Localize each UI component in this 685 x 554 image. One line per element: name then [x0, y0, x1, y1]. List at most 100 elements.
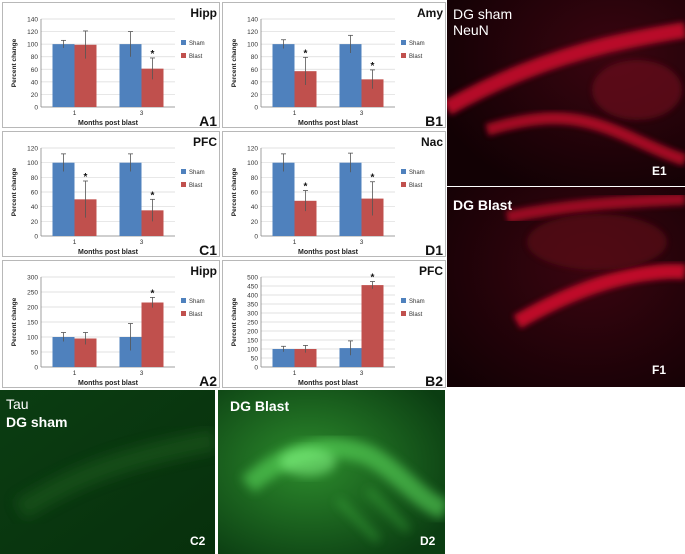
y-tick-label: 0	[254, 105, 258, 112]
bar-sham	[52, 44, 75, 107]
legend-label-blast: Blast	[409, 54, 423, 60]
y-tick-label: 140	[247, 17, 258, 24]
significance-star: *	[151, 49, 155, 60]
x-tick-label: 1	[293, 370, 297, 377]
x-tick-label: 3	[360, 110, 364, 117]
y-axis-label: Percent change	[231, 167, 238, 216]
bar-blast	[361, 198, 384, 236]
micrograph-label-line1: DG Blast	[453, 197, 513, 213]
legend-swatch-blast	[181, 311, 186, 316]
x-tick-label: 1	[293, 110, 297, 117]
bar-blast	[361, 79, 384, 107]
significance-star: *	[371, 173, 375, 184]
chart-panel-A1: 0 20 40 60 80 100 120 140 Percent change 1 * 3 Month…	[2, 2, 220, 128]
y-tick-label: 20	[251, 219, 259, 226]
y-tick-label: 100	[247, 160, 258, 167]
significance-star: *	[304, 182, 308, 193]
y-tick-label: 120	[27, 29, 38, 36]
chart-title: Hipp	[190, 6, 217, 20]
legend-swatch-sham	[181, 40, 186, 45]
x-tick-label: 3	[140, 370, 144, 377]
legend-label-sham: Sham	[409, 41, 425, 47]
micrograph-label-line2: DG sham	[6, 414, 68, 430]
neun-stain-image	[447, 187, 685, 387]
panel-tag: C2	[190, 534, 206, 548]
bar-sham	[272, 44, 295, 107]
y-tick-label: 80	[31, 175, 39, 182]
micrograph-label-line1: DG sham	[453, 6, 513, 22]
y-tick-label: 40	[251, 79, 259, 86]
x-axis-label: Months post blast	[78, 120, 139, 127]
legend-label-sham: Sham	[189, 170, 205, 176]
y-tick-label: 300	[247, 311, 258, 318]
y-tick-label: 500	[247, 275, 258, 282]
y-tick-label: 150	[27, 320, 38, 327]
chart-panel-B1: 0 20 40 60 80 100 120 140 Percent change * 1 * 3 Mont…	[222, 2, 446, 128]
panel-tag: B1	[425, 113, 443, 128]
y-tick-label: 200	[247, 329, 258, 336]
x-axis-label: Months post blast	[298, 249, 359, 256]
tau-stain-image	[0, 390, 215, 554]
y-tick-label: 120	[247, 146, 258, 153]
bar-blast	[141, 68, 164, 107]
panel-tag: B2	[425, 373, 443, 388]
x-tick-label: 1	[73, 110, 77, 117]
y-tick-label: 20	[31, 92, 39, 99]
neun-stain-image	[447, 0, 685, 186]
legend-swatch-sham	[181, 169, 186, 174]
y-tick-label: 140	[27, 17, 38, 24]
y-tick-label: 50	[251, 356, 259, 363]
micrograph-label-line1: Tau	[6, 396, 29, 412]
legend-label-blast: Blast	[409, 183, 423, 189]
panel-tag: D2	[420, 534, 436, 548]
chart-title: PFC	[193, 135, 217, 149]
bar-blast	[74, 199, 97, 236]
significance-star: *	[151, 190, 155, 201]
y-tick-label: 40	[31, 79, 39, 86]
panel-tag: D1	[425, 242, 443, 257]
y-axis-label: Percent change	[11, 38, 18, 87]
chart-A1: 0 20 40 60 80 100 120 140 Percent change 1 * 3Month…	[11, 6, 217, 127]
legend-label-sham: Sham	[189, 41, 205, 47]
legend-swatch-sham	[401, 40, 406, 45]
y-axis-label: Percent change	[11, 167, 18, 216]
x-tick-label: 1	[293, 239, 297, 246]
y-tick-label: 300	[27, 275, 38, 282]
y-tick-label: 60	[251, 67, 259, 74]
chart-C1: 0 20 40 60 80 100 120 Percent change * 1 * 3Months …	[11, 135, 217, 257]
panel-tag: C1	[199, 242, 217, 257]
y-tick-label: 20	[31, 219, 39, 226]
bar-sham	[52, 162, 75, 236]
chart-title: Amy	[417, 6, 443, 20]
bar-sham	[119, 162, 142, 236]
significance-star: *	[304, 48, 308, 59]
bar-sham	[272, 162, 295, 236]
significance-star: *	[151, 288, 155, 299]
micrograph-D2: DG Blast D2	[218, 390, 445, 554]
y-axis-label: Percent change	[231, 38, 238, 87]
y-tick-label: 100	[247, 42, 258, 49]
y-tick-label: 400	[247, 293, 258, 300]
micrograph-C2: Tau DG sham C2	[0, 390, 215, 554]
y-tick-label: 350	[247, 302, 258, 309]
y-tick-label: 0	[254, 234, 258, 241]
legend-swatch-sham	[401, 298, 406, 303]
bar-blast	[294, 349, 317, 367]
legend-label-sham: Sham	[409, 299, 425, 305]
y-tick-label: 0	[34, 234, 38, 241]
bar-blast	[294, 200, 317, 236]
x-axis-label: Months post blast	[298, 120, 359, 127]
y-tick-label: 150	[247, 338, 258, 345]
x-tick-label: 3	[140, 239, 144, 246]
x-axis-label: Months post blast	[78, 249, 139, 256]
tau-stain-image	[218, 390, 445, 554]
y-tick-label: 40	[251, 204, 259, 211]
y-tick-label: 60	[31, 190, 39, 197]
legend-label-blast: Blast	[189, 54, 203, 60]
y-tick-label: 50	[31, 350, 39, 357]
micrograph-label-line2: NeuN	[453, 22, 489, 38]
legend-label-sham: Sham	[409, 170, 425, 176]
y-tick-label: 250	[27, 290, 38, 297]
x-tick-label: 3	[360, 370, 364, 377]
panel-tag: A2	[199, 373, 217, 388]
